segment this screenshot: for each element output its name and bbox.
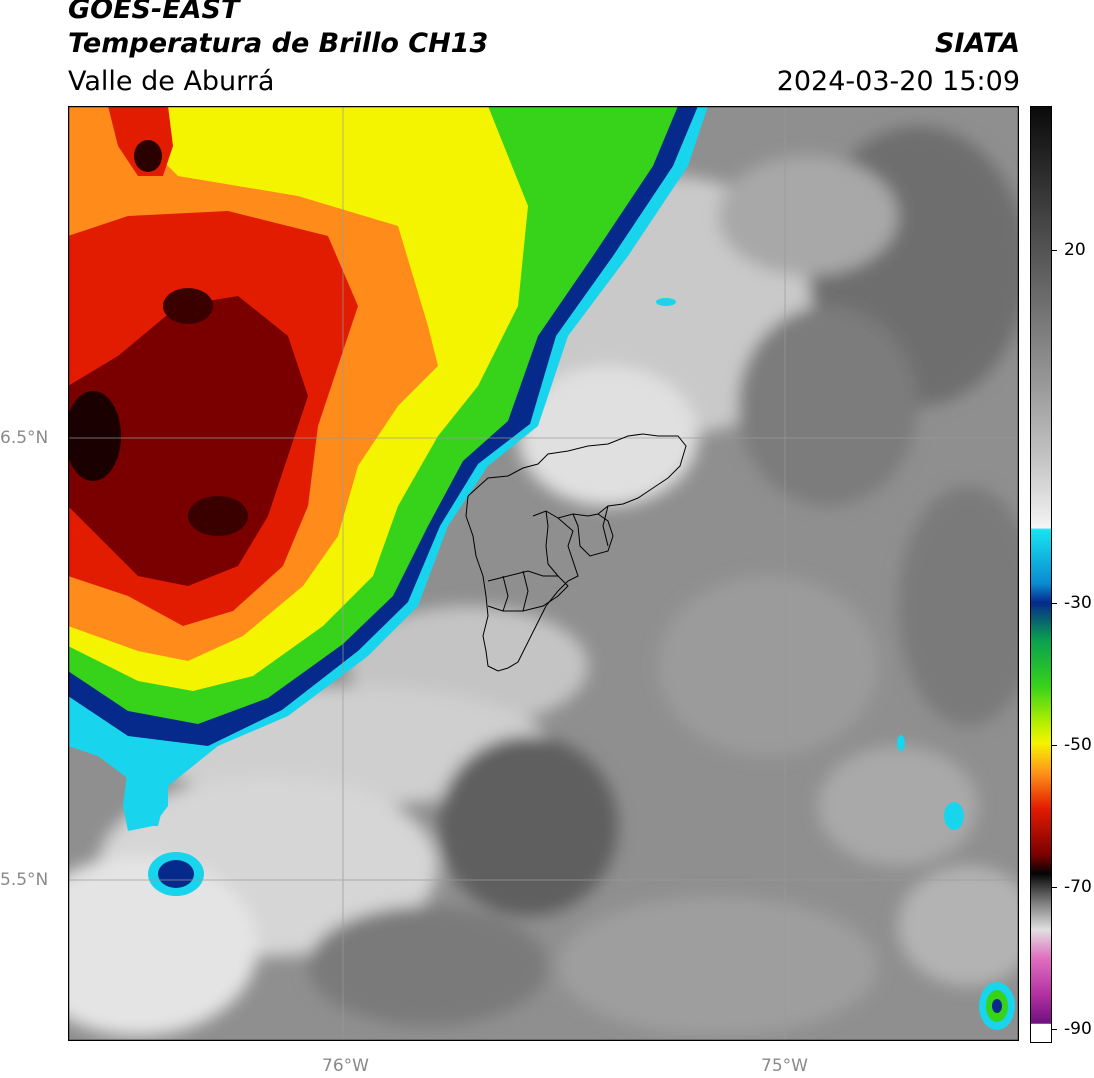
cbar-tick-minus-50: -50: [1064, 735, 1092, 755]
cloud-top-peak-center: [188, 496, 248, 536]
cloud-cyan-tail: [123, 756, 168, 831]
lat-label-6-5: 6.5°N: [0, 428, 49, 448]
valle-aburra-boundaries: [465, 433, 687, 672]
municipality-outline-west: [465, 495, 579, 672]
satellite-title: GOES-EAST: [68, 0, 240, 25]
isolated-cell-north: [656, 298, 676, 306]
isolated-cell-east: [944, 802, 964, 830]
convective-cloud-system: [68, 106, 708, 831]
cbar-tick-mark-70: [1051, 887, 1057, 888]
cbar-tick-minus-30: -30: [1064, 593, 1092, 613]
cbar-tick-mark-90: [1051, 1029, 1057, 1030]
lat-label-5-5: 5.5°N: [0, 870, 49, 890]
municipality-outline-east: [572, 513, 614, 557]
isolated-cell-southwest-core: [158, 860, 194, 888]
map-gridlines: [68, 106, 1019, 1041]
organization-label: SIATA: [934, 28, 1020, 59]
cloud-north-core: [134, 140, 162, 172]
brightness-temperature-map: [68, 106, 1019, 1041]
map-frame: [68, 106, 1019, 1041]
isolated-cell-east-small: [897, 735, 905, 751]
lon-label-76: 76°W: [322, 1056, 369, 1076]
cbar-tick-minus-70: -70: [1064, 877, 1092, 897]
cloud-top-peak-west: [68, 391, 121, 481]
municipality-outline-south: [487, 570, 569, 612]
cbar-tick-minus-90: -90: [1064, 1019, 1092, 1039]
municipality-outline-center: [545, 510, 559, 577]
isolated-cell-southeast-center: [992, 999, 1002, 1013]
lon-label-75: 75°W: [761, 1056, 808, 1076]
municipality-outline-south2: [502, 570, 529, 612]
cbar-tick-mark-50: [1051, 745, 1057, 746]
cbar-tick-mark-20: [1051, 250, 1057, 251]
temperature-colorbar: [1030, 106, 1052, 1043]
municipality-outline-east2: [602, 505, 609, 547]
product-title: Temperatura de Brillo CH13: [68, 28, 489, 59]
datetime-label: 2024-03-20 15:09: [776, 66, 1020, 97]
region-label: Valle de Aburrá: [68, 66, 275, 97]
cloud-top-peak-north: [163, 288, 213, 324]
gray-cloud-texture: [68, 126, 1019, 1036]
cbar-tick-mark-30: [1051, 603, 1057, 604]
cbar-tick-20: 20: [1064, 240, 1086, 260]
cloud-dark-red-core: [68, 296, 308, 586]
municipality-outline-north: [467, 433, 687, 519]
